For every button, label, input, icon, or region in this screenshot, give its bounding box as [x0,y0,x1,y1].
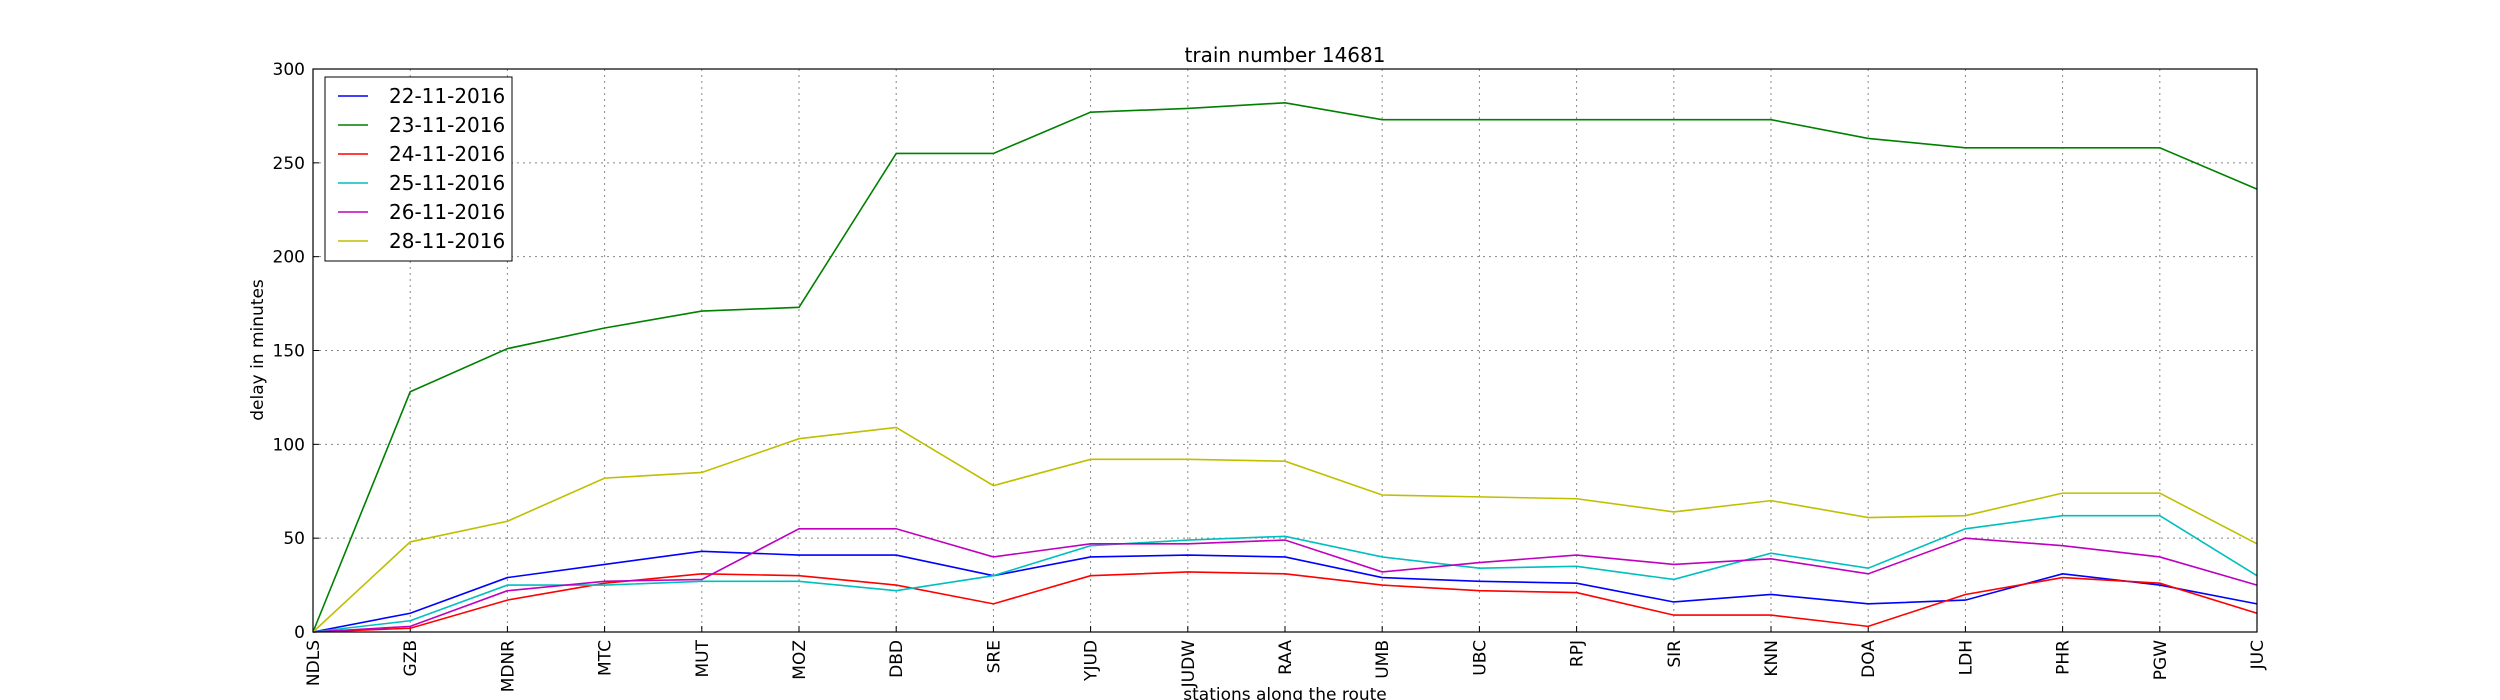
x-tick-label: UMB [1373,640,1393,679]
y-axis-label: delay in minutes [248,279,268,421]
series-line [312,550,2258,633]
y-tick-label: 300 [273,60,305,80]
x-tick-label: JUDW [1179,640,1199,689]
y-tick-label: 100 [273,435,305,455]
chart-title: train number 14681 [1185,43,1386,67]
y-tick-label: 250 [273,154,305,174]
series-line [312,527,2258,633]
x-tick-label: SRE [984,640,1004,673]
x-tick-label: UBC [1470,640,1490,676]
legend-label: 23-11-2016 [389,113,505,137]
x-tick-label: PGW [2151,640,2171,680]
legend-label: 24-11-2016 [389,142,505,166]
series-line [312,514,2258,633]
series-line [312,426,2258,633]
x-tick-label: RAA [1276,640,1296,675]
x-tick-label: GZB [401,640,421,676]
legend-label: 26-11-2016 [389,200,505,224]
legend-label: 22-11-2016 [389,84,505,108]
x-axis-label: stations along the route [1183,685,1387,700]
x-tick-label: MTC [596,640,616,676]
legend-label: 28-11-2016 [389,229,505,253]
y-tick-label: 0 [294,623,305,643]
x-tick-label: MOZ [790,640,810,680]
x-tick-label: MUT [693,639,713,677]
y-tick-label: 200 [273,248,305,268]
x-tick-label: KNN [1762,640,1782,677]
x-tick-label: PHR [2054,640,2074,675]
x-tick-label: JUC [2248,640,2268,670]
legend-box [324,76,513,262]
x-tick-label: DOA [1859,640,1879,678]
x-tick-label: NDLS [304,640,324,686]
legend-label: 25-11-2016 [389,171,505,195]
y-tick-label: 150 [273,342,305,362]
x-tick-label: DBD [887,640,907,678]
x-tick-label: RPJ [1568,640,1588,667]
x-tick-label: MDNR [498,640,518,692]
x-tick-label: SIR [1665,640,1685,668]
plot-frame [312,68,2258,633]
x-tick-label: LDH [1956,640,1976,675]
series-line [312,101,2258,633]
y-tick-label: 50 [283,529,305,549]
x-tick-label: YJUD [1082,640,1102,682]
